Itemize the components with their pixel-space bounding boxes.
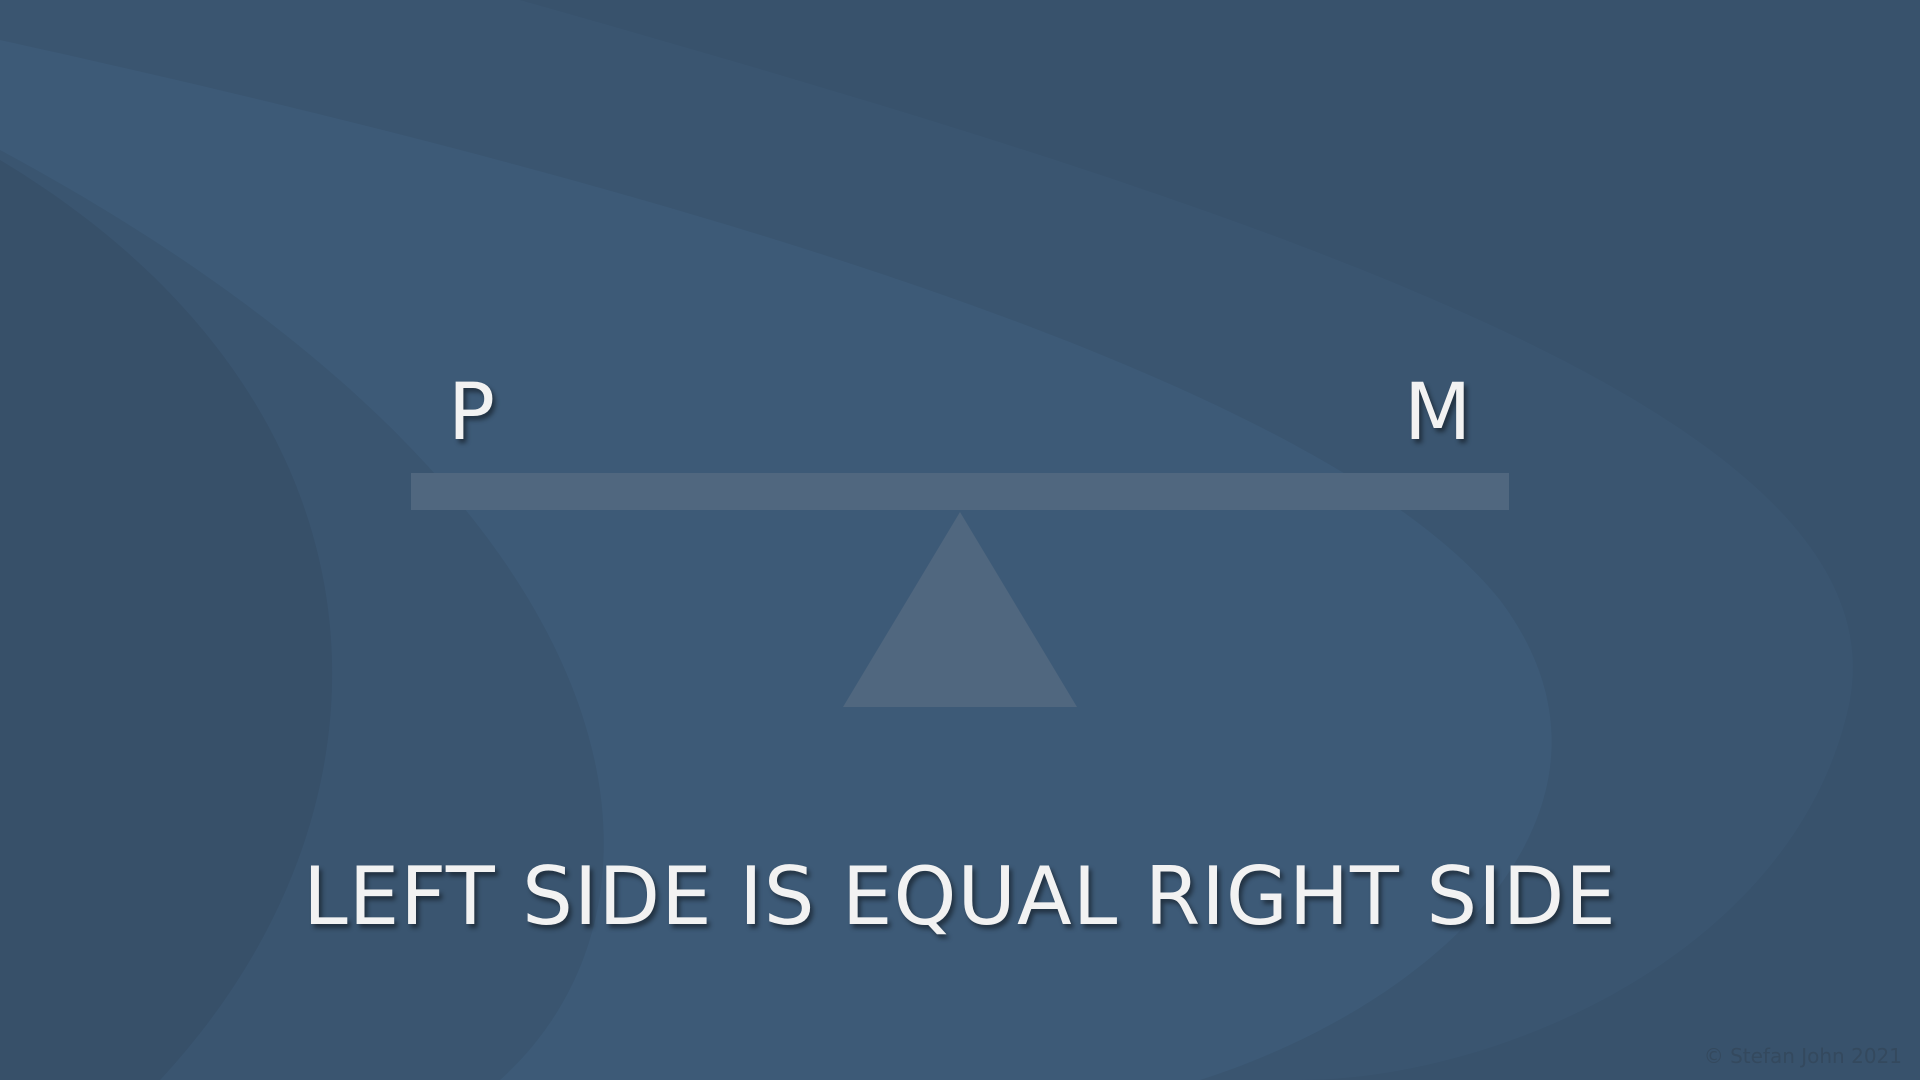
balance-beam — [411, 473, 1509, 510]
left-side-label: P — [448, 368, 496, 458]
slide-caption: LEFT SIDE IS EQUAL RIGHT SIDE — [303, 850, 1617, 943]
background-swoosh-light — [0, 40, 1552, 1080]
right-side-label: M — [1404, 368, 1472, 458]
copyright-notice: © Stefan John 2021 — [1703, 1044, 1902, 1068]
fulcrum-triangle — [843, 512, 1077, 707]
background-swoosh-inner — [0, 160, 333, 1080]
background-swoosh-outer — [520, 0, 1920, 1080]
